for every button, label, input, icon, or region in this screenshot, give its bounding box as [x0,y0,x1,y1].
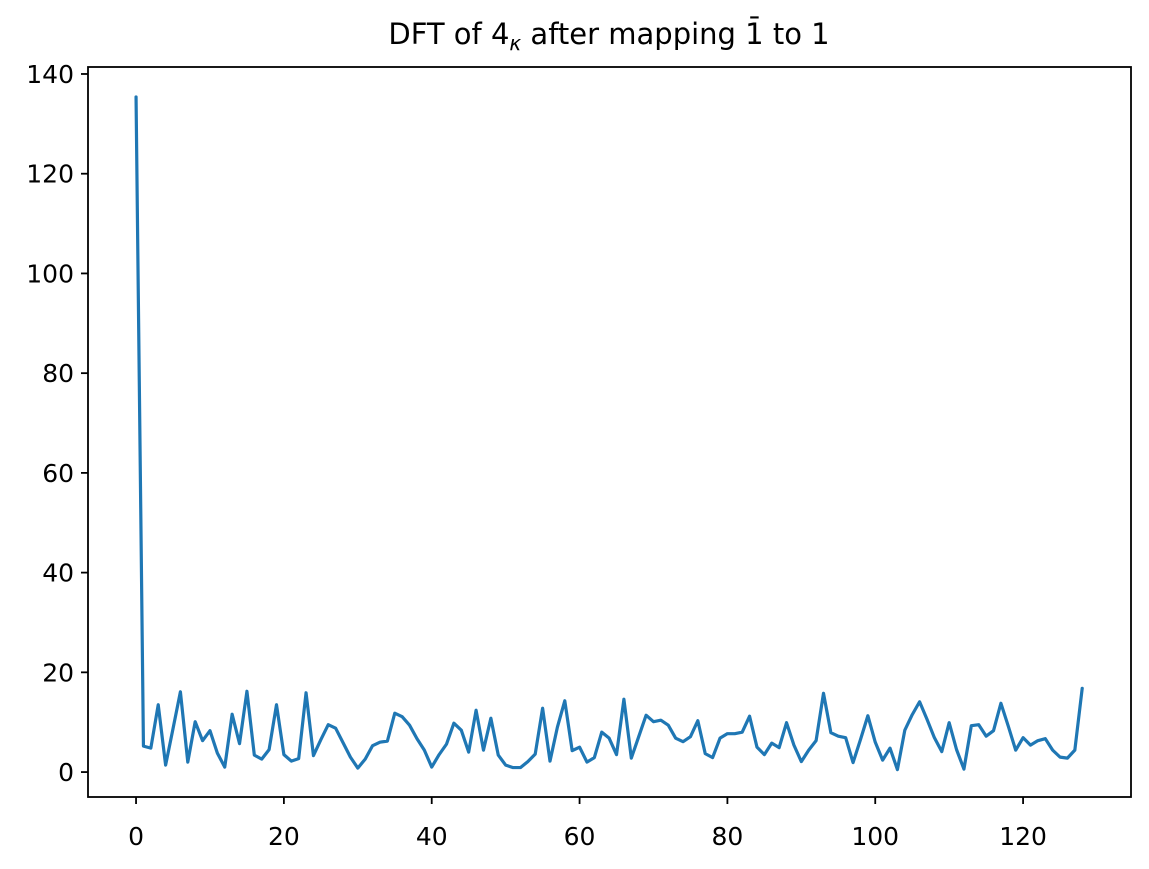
chart-title-suffix: after mapping 1̄ to 1 [521,17,829,51]
x-tick-label: 40 [416,822,448,851]
y-tick-label: 100 [26,259,74,288]
data-line [134,95,1084,772]
y-tick-label: 60 [42,459,74,488]
chart-title-prefix: DFT of 4 [388,17,509,51]
x-tick-label: 20 [268,822,300,851]
chart-title-subscript: κ [509,31,521,55]
x-tick-label: 120 [999,822,1047,851]
x-tick-label: 60 [564,822,596,851]
y-tick-label: 40 [42,559,74,588]
y-tick-label: 140 [26,60,74,89]
plot-border [87,66,1132,798]
y-tick-label: 80 [42,359,74,388]
y-tick-label: 0 [58,758,74,787]
y-tick-label: 20 [42,658,74,687]
x-tick-label: 100 [851,822,899,851]
x-axis: 0 20 40 60 80 100 120 [128,797,1047,851]
y-tick-label: 120 [26,160,74,189]
y-axis: 0 20 40 60 80 100 120 140 [26,60,88,787]
x-tick-label: 0 [128,822,144,851]
x-tick-label: 80 [711,822,743,851]
chart-title: DFT of 4κ after mapping 1̄ to 1 [388,17,829,55]
